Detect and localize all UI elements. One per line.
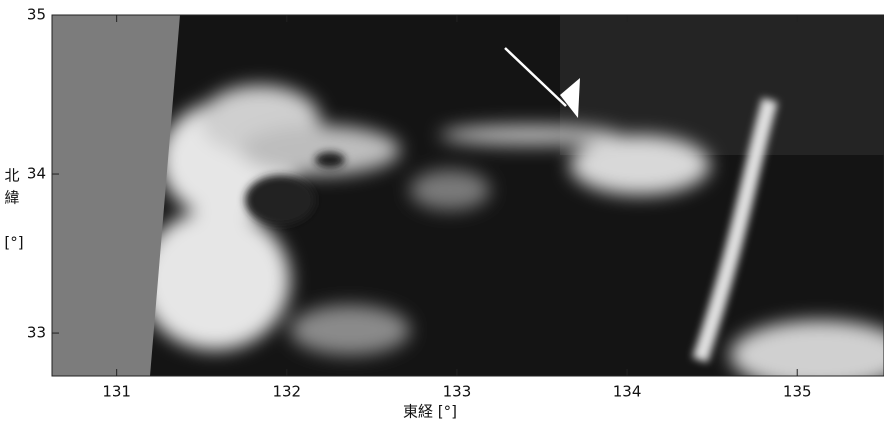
- x-tick-label: 131: [102, 383, 131, 401]
- y-axis-label-line: 北: [4, 167, 19, 185]
- x-axis-label: 東経 [°]: [403, 403, 457, 421]
- y-axis-label-line: [°]: [4, 234, 23, 252]
- figure: 東経 [°] 北 緯 [°] 131 132 133 134 135 33 34 35: [0, 0, 884, 424]
- x-tick-label: 132: [272, 383, 301, 401]
- x-tick-label: 135: [783, 383, 812, 401]
- x-tick-label: 134: [613, 383, 642, 401]
- satellite-image: [52, 15, 884, 390]
- y-tick-label: 34: [27, 165, 46, 183]
- y-tick-label: 35: [27, 6, 46, 24]
- x-tick-label: 133: [443, 383, 472, 401]
- y-axis-label-line: 緯: [4, 189, 19, 207]
- y-tick-label: 33: [27, 324, 46, 342]
